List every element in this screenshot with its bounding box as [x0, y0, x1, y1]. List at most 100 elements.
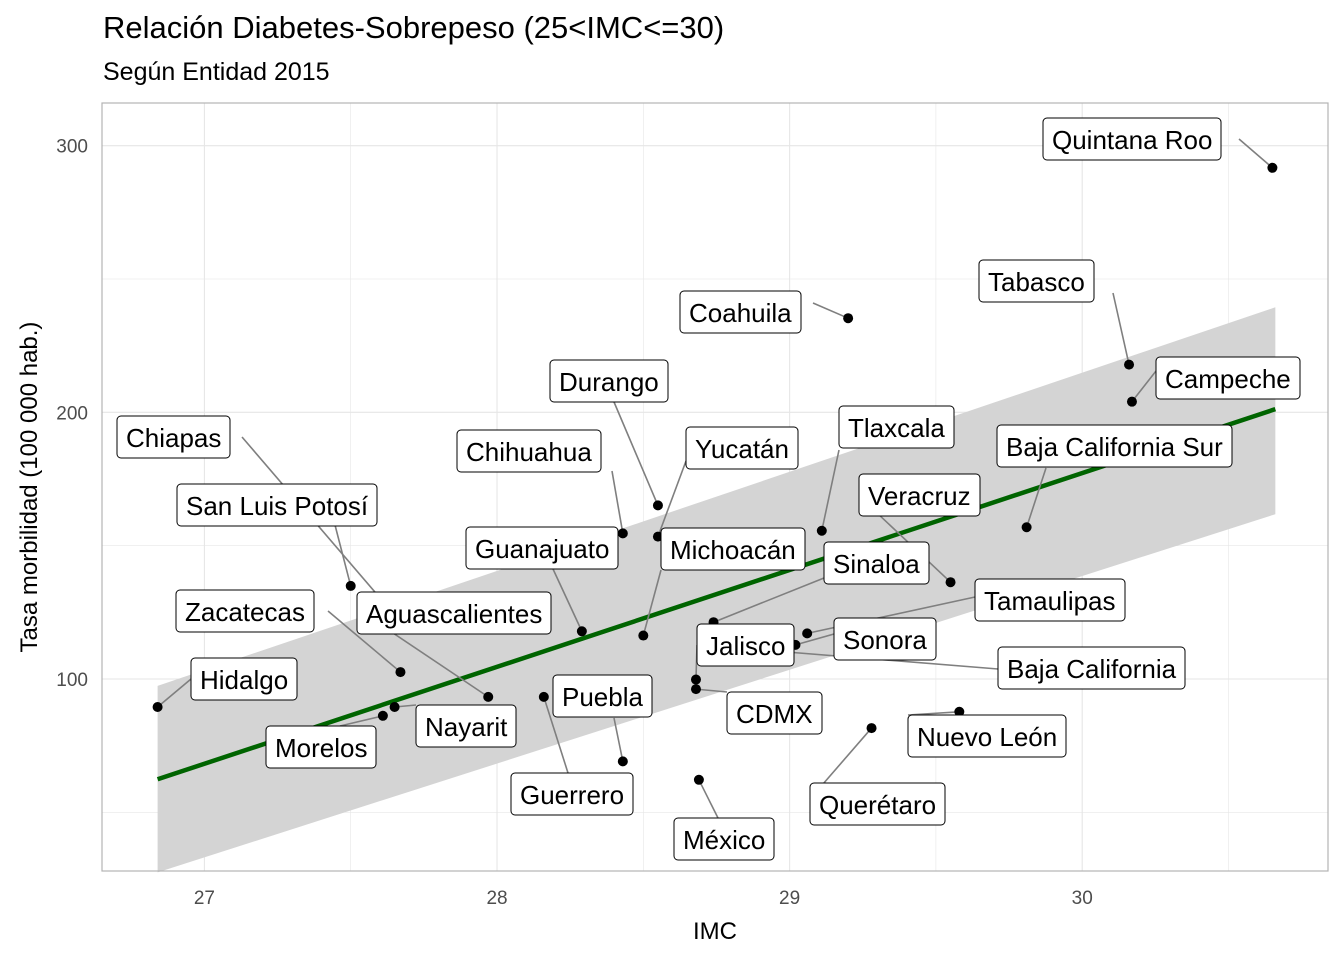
label-baja-california: Baja California	[997, 646, 1186, 690]
point-coahuila	[843, 313, 854, 324]
label-box	[1155, 356, 1301, 400]
point-puebla	[617, 756, 628, 767]
label-durango: Durango	[549, 359, 669, 403]
point-durango	[652, 500, 663, 511]
label-sinaloa: Sinaloa	[823, 541, 930, 585]
leader-morelos	[339, 715, 384, 727]
y-tick-label: 100	[56, 670, 88, 691]
label-guanajuato: Guanajuato	[465, 526, 619, 570]
x-tick-label: 30	[1072, 888, 1093, 909]
point-aguascalientes	[483, 691, 494, 702]
label-text: Baja California Sur	[1006, 432, 1223, 462]
point-morelos	[377, 710, 388, 721]
leader-yucatan	[657, 460, 687, 537]
point-quintana-roo	[1267, 162, 1278, 173]
label-text: Campeche	[1165, 364, 1291, 394]
leader-cdmx	[695, 688, 728, 693]
point-nuevo-leon	[954, 706, 965, 717]
label-box	[833, 617, 937, 661]
label-tabasco: Tabasco	[978, 259, 1095, 303]
trend-line	[156, 406, 1277, 782]
leader-michoacan	[642, 569, 662, 636]
point-michoacan	[638, 630, 649, 641]
label-text: Michoacán	[670, 535, 796, 565]
label-box	[809, 782, 946, 826]
label-quintana-roo: Quintana Roo	[1042, 117, 1222, 161]
label-veracruz: Veracruz	[858, 473, 981, 517]
label-text: Quintana Roo	[1052, 125, 1212, 155]
label-text: Guanajuato	[475, 534, 609, 564]
label-box	[116, 415, 231, 459]
label-text: Tabasco	[988, 267, 1085, 297]
label-text: Sinaloa	[833, 549, 920, 579]
y-tick-label: 200	[56, 403, 88, 424]
label-box	[465, 526, 619, 570]
label-puebla: Puebla	[552, 674, 653, 718]
label-text: Tlaxcala	[848, 413, 945, 443]
label-box	[823, 541, 930, 585]
label-text: Nayarit	[425, 712, 508, 742]
point-chihuahua	[617, 528, 628, 539]
point-guanajuato	[576, 626, 587, 637]
leader-sinaloa	[713, 577, 825, 623]
label-box	[685, 426, 799, 470]
label-box	[176, 483, 378, 527]
leader-coahuila	[812, 302, 849, 319]
label-box	[660, 527, 806, 571]
label-text: Baja California	[1007, 654, 1177, 684]
label-text: México	[683, 825, 765, 855]
label-box	[978, 259, 1095, 303]
label-text: Jalisco	[706, 631, 785, 661]
label-leaders	[157, 138, 1273, 819]
point-baja-california-sur	[1021, 522, 1032, 533]
label-sonora: Sonora	[833, 617, 937, 661]
label-queretaro: Querétaro	[809, 782, 946, 826]
label-box	[726, 691, 823, 735]
label-text: Coahuila	[689, 298, 792, 328]
label-zacatecas: Zacatecas	[175, 589, 315, 633]
label-jalisco: Jalisco	[696, 623, 795, 667]
leader-sonora	[795, 633, 835, 646]
trend-line-path	[156, 406, 1277, 782]
label-yucatan: Yucatán	[685, 426, 799, 470]
label-nayarit: Nayarit	[415, 704, 517, 748]
chart-subtitle: Según Entidad 2015	[103, 58, 330, 86]
label-tlaxcala: Tlaxcala	[838, 405, 955, 449]
y-tick-label: 300	[56, 137, 88, 158]
label-text: Chihuahua	[466, 437, 592, 467]
label-box	[1042, 117, 1222, 161]
label-box	[175, 589, 315, 633]
point-hidalgo	[152, 702, 163, 712]
axis-ticks: 27 28 29 30 100 200 300	[56, 137, 1092, 909]
leader-hidalgo	[157, 678, 192, 708]
label-text: Yucatán	[695, 434, 789, 464]
leader-baja-california-sur	[1025, 467, 1047, 528]
label-text: Chiapas	[126, 423, 221, 453]
x-axis-title: IMC	[693, 918, 737, 945]
y-axis-title: Tasa morbilidad (100 000 hab.)	[16, 322, 43, 653]
label-text: Morelos	[275, 733, 367, 763]
label-box	[679, 290, 802, 334]
leader-mexico	[698, 779, 719, 819]
label-text: Aguascalientes	[366, 599, 542, 629]
label-box	[510, 772, 634, 816]
label-box	[456, 429, 602, 473]
leader-tlaxcala	[821, 449, 840, 531]
label-box	[838, 405, 955, 449]
point-zacatecas	[395, 667, 406, 678]
label-campeche: Campeche	[1155, 356, 1301, 400]
leader-campeche	[1131, 370, 1157, 403]
label-box	[996, 424, 1233, 468]
x-tick-label: 27	[194, 888, 215, 909]
label-text: Durango	[559, 367, 659, 397]
label-text: Puebla	[562, 682, 643, 712]
point-guerrero	[538, 691, 549, 702]
label-text: Zacatecas	[185, 597, 305, 627]
label-guerrero: Guerrero	[510, 772, 634, 816]
label-box	[356, 591, 552, 635]
leader-chihuahua	[611, 470, 624, 534]
point-queretaro	[866, 723, 877, 734]
label-morelos: Morelos	[265, 725, 377, 769]
label-box	[190, 657, 298, 701]
